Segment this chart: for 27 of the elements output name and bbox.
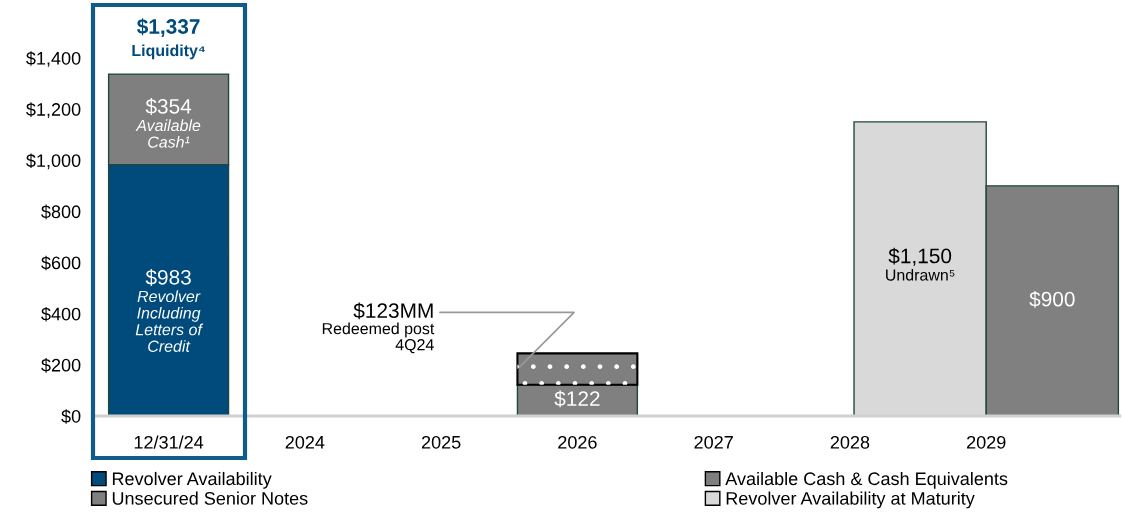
- y-tick-label: $1,400: [26, 51, 81, 67]
- y-tick-label: $0: [61, 409, 81, 424]
- x-tick-label: 12/31/24: [134, 435, 204, 449]
- x-tick-label: 2024: [285, 435, 325, 449]
- legend-label: Unsecured Senior Notes: [112, 491, 308, 505]
- annotation: Liquidity⁴: [132, 44, 205, 60]
- y-tick-label: $400: [41, 306, 81, 322]
- data-label: $1,150 Undrawn⁵: [886, 247, 955, 281]
- y-tick-label: $200: [41, 358, 81, 373]
- data-label: $354 Available Cash¹: [135, 98, 201, 148]
- data-label: $900: [1029, 290, 1075, 308]
- legend-label: Revolver Availability: [112, 471, 272, 489]
- data-label: $983 Revolver Including Letters of Credit: [135, 269, 204, 352]
- y-tick-label: $600: [41, 255, 81, 271]
- x-tick-label: 2028: [830, 435, 870, 449]
- x-tick-label: 2029: [967, 435, 1006, 449]
- y-tick-label: $1,000: [26, 153, 81, 170]
- legend-label: Available Cash & Cash Equivalents: [725, 471, 1008, 489]
- legend-label: Revolver Availability at Maturity: [726, 491, 975, 509]
- y-tick-label: $1,200: [26, 102, 81, 118]
- data-label: $122: [554, 390, 600, 408]
- data-label: $123MM Redeemed post 4Q24: [322, 302, 435, 354]
- x-tick-label: 2027: [694, 435, 733, 449]
- total-label: $1,337: [137, 18, 200, 37]
- x-tick-label: 2025: [421, 435, 461, 449]
- x-tick-label: 2026: [558, 435, 597, 449]
- y-tick-label: $800: [41, 204, 81, 220]
